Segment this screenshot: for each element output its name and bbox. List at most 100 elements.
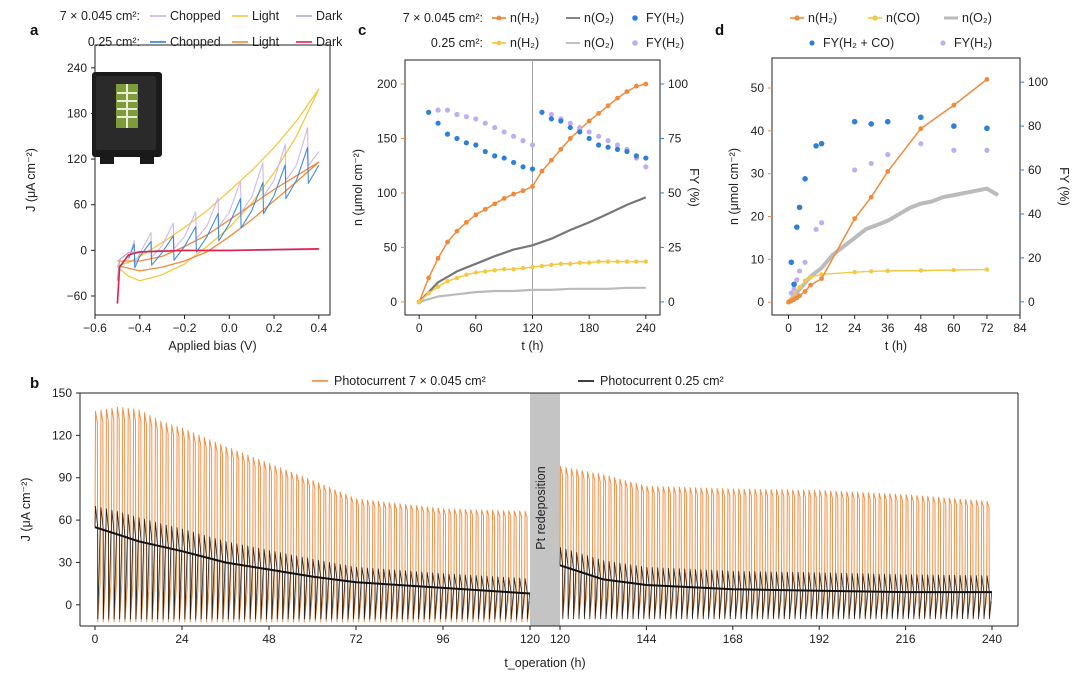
panel-d-fy-h2-point (918, 141, 924, 147)
panel-d-fy-h2-point (852, 167, 858, 173)
panel-c-h2-large-point (501, 195, 507, 201)
panel-d-fy-h2-point (868, 160, 874, 167)
panel-c-xtick-label: 240 (636, 321, 656, 335)
panel-c-h2-small-point (435, 284, 441, 289)
panel-d-h2-point (802, 289, 808, 294)
panel-d-fy-h2co-point (984, 125, 990, 132)
panel-c-fy-large-point (596, 142, 602, 148)
panel-a-dark-small-line (116, 248, 319, 304)
panel-a-light-large-line (116, 88, 320, 282)
panel-d-h2-point (918, 126, 924, 132)
panel-d-ytick-left-label: 50 (751, 81, 765, 95)
panel-c-fy-small-point (596, 133, 602, 139)
panel-d-co-point (808, 275, 813, 280)
panel-c-xtick-label: 60 (469, 321, 483, 335)
panel-b-photocurrent-large-pre (94, 406, 531, 623)
panel-c-fy-large-point (548, 116, 554, 122)
panel-a-dark-large-line (116, 248, 319, 281)
panel-d-ytick-right-label: 80 (1028, 119, 1042, 133)
panel-c-h2-large-point (624, 89, 630, 95)
panel-c-h2-small-point (511, 267, 516, 272)
panel-a-xtick-label: −0.6 (83, 321, 107, 335)
panel-d-xtick-label: 12 (815, 321, 829, 335)
panel-d-fy-h2co-point (868, 121, 874, 127)
panel-a-legend-row2-label: 0.25 cm²: (88, 35, 140, 49)
panel-c-h2-large-point (643, 81, 649, 87)
panel-c-legend-entry: n(H₂) (510, 11, 539, 25)
panel-d-co-point (918, 268, 923, 273)
panel-d-ylabel-right: FY (%) (1057, 167, 1071, 206)
panel-c-h2-large-point (596, 110, 602, 116)
panel-c-h2-small-point (464, 272, 469, 277)
panel-d-ytick-right-label: 60 (1028, 163, 1042, 177)
panel-c-h2-large-point (539, 168, 545, 174)
panel-c-ytick-right-label: 0 (668, 295, 675, 309)
panel-c-legend-marker (496, 40, 502, 46)
panel-c-o2-small-line (418, 286, 646, 303)
panel-c-ytick-left-label: 0 (390, 295, 397, 309)
panel-c-h2-small-point (426, 291, 431, 296)
panel-d-ytick-right-label: 0 (1028, 295, 1035, 309)
panel-d-legend-entry: n(H₂) (808, 11, 837, 25)
panel-c-fy-small-point (454, 111, 460, 118)
panel-c-fy-small-point (614, 142, 621, 148)
panel-b-xtick-label: 168 (723, 632, 743, 646)
panel-a-ytick-label: 240 (67, 61, 87, 75)
panel-c-fy-large-point (482, 148, 488, 155)
panel-b-legend-entry: Photocurrent 7 × 0.045 cm² (334, 374, 486, 388)
panel-d-fy-h2co-point (796, 204, 803, 211)
panel-c-h2-large-point (454, 228, 460, 234)
panel-a-ylabel: J (μA cm⁻²) (24, 148, 38, 212)
panel-c-fy-large-point (426, 109, 432, 115)
panel-b-xtick-label: 48 (262, 632, 276, 646)
panel-d-fy-h2-point (885, 152, 891, 158)
panel-c-fy-small-point (643, 164, 649, 170)
panel-c-fy-small-point (501, 129, 507, 135)
panel-a-ytick-label: 60 (74, 198, 88, 212)
panel-a-legend-entry: Chopped (170, 35, 221, 49)
panel-c-h2-small-point (501, 267, 507, 272)
panel-d-h2-point (808, 282, 813, 288)
panel-c-h2-large-point (435, 255, 441, 261)
panel-d-ytick-left-label: 10 (751, 252, 765, 266)
panel-d-h2-point (819, 276, 824, 281)
panel-c-xlabel: t (h) (521, 339, 543, 353)
panel-b-xtick-label: 240 (982, 632, 1002, 646)
panel-c-fy-small-point (435, 107, 441, 113)
panel-d-fy-h2co-point (851, 118, 858, 125)
panel-c-h2-small-point (530, 264, 535, 270)
panel-d-co-point (797, 284, 802, 290)
panel-c-fy-large-point (605, 144, 611, 150)
panel-b-xlabel: t_operation (h) (504, 656, 585, 670)
panel-c-h2-small-point (643, 259, 649, 264)
panel-c-h2-small-point (483, 269, 488, 274)
panel-b-xtick-label: 72 (349, 632, 363, 646)
panel-d-fy-h2-point (788, 290, 794, 296)
panel-c-h2-large-point (445, 239, 450, 245)
panel-d-fy-h2co-point (802, 176, 808, 182)
panel-a-xtick-label: −0.2 (173, 321, 197, 335)
panel-b-ytick-label: 60 (59, 513, 73, 527)
panel-a-xtick-label: 0.4 (310, 321, 327, 335)
panel-c-ytick-right-label: 100 (668, 77, 688, 91)
panel-d-ytick-right-label: 40 (1028, 207, 1042, 221)
panel-b-legend-entry: Photocurrent 0.25 cm² (600, 374, 724, 388)
panel-b-xtick-label: 192 (809, 632, 829, 646)
panel-letter-b: b (30, 375, 39, 392)
panel-c-fy-small-point (444, 107, 451, 113)
panel-c-fy-large-point (473, 142, 479, 148)
panel-d-ylabel-left: n (μmol cm⁻²) (727, 148, 741, 225)
panel-b-ytick-label: 150 (52, 386, 72, 400)
panel-d-fy-h2-point (984, 147, 990, 153)
pt-redeposition-label: Pt redeposition (534, 466, 548, 549)
plots-layer: −0.6 −0.4 −0.2 0.0 0.2 0.4−60060120180240Appl… (19, 9, 1071, 670)
panel-d-h2-point (797, 293, 802, 299)
panel-letter-d: d (715, 22, 724, 39)
panel-c-h2-large-point (586, 118, 592, 124)
panel-c-h2-large-point (511, 191, 517, 197)
panel-c-h2-large-point (492, 201, 498, 207)
panel-c-fy-large-point (567, 124, 573, 131)
panel-c-ytick-left-label: 50 (384, 240, 398, 254)
panel-d-co-point (869, 269, 874, 274)
